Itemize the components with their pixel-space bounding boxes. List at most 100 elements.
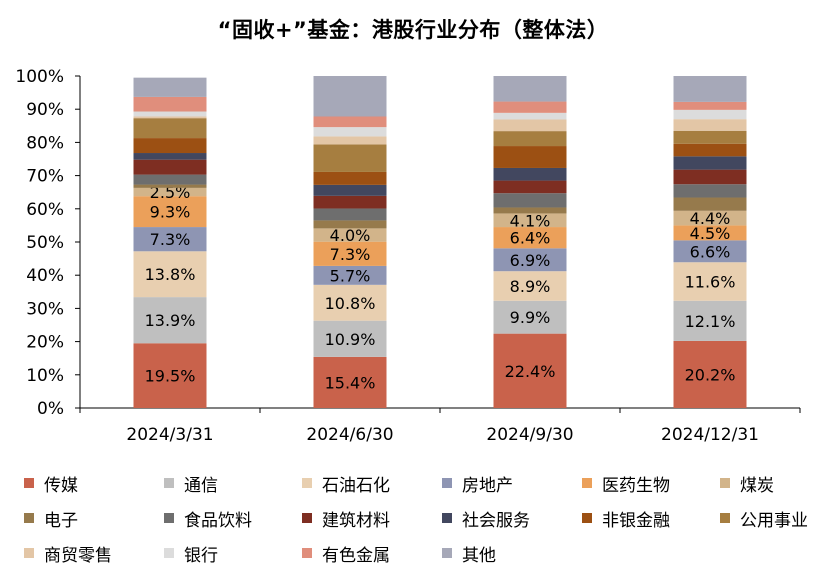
- x-tick-label: 2024/6/30: [306, 425, 393, 445]
- legend-label: 商贸零售: [44, 545, 112, 566]
- data-label: 10.9%: [325, 330, 376, 349]
- bar-segment: [313, 320, 387, 357]
- y-tick-label: 50%: [26, 233, 64, 253]
- data-label: 13.8%: [145, 265, 196, 284]
- legend-swatch: [442, 548, 452, 558]
- legend-label: 传媒: [44, 475, 78, 496]
- bar-segment: [313, 195, 387, 209]
- bar-segment: [673, 143, 747, 157]
- data-label: 12.1%: [685, 312, 736, 331]
- data-label: 4.1%: [510, 211, 551, 230]
- legend-label: 食品饮料: [184, 510, 252, 531]
- legend-swatch: [302, 513, 312, 523]
- bar-segment: [673, 225, 747, 241]
- bar-segment: [493, 271, 567, 301]
- data-label: 22.4%: [505, 362, 556, 381]
- bar-segment: [313, 228, 387, 242]
- y-tick-label: 20%: [26, 333, 64, 353]
- bar-segment: [133, 116, 207, 119]
- data-label: 15.4%: [325, 373, 376, 392]
- bar-segment: [313, 144, 387, 172]
- bar-segment: [673, 340, 747, 408]
- bar-segment: [673, 300, 747, 341]
- data-label: 4.0%: [330, 226, 371, 245]
- legend-swatch: [164, 513, 174, 523]
- data-label: 13.9%: [145, 311, 196, 330]
- legend-item: 建筑材料: [302, 505, 390, 531]
- legend-label: 公用事业: [740, 510, 808, 531]
- legend-item: 通信: [164, 470, 218, 496]
- legend-item: 石油石化: [302, 470, 390, 496]
- legend-item: 医药生物: [582, 470, 670, 496]
- bar-segment: [133, 227, 207, 252]
- y-tick-label: 40%: [26, 266, 64, 286]
- legend-item: 煤炭: [720, 470, 774, 496]
- data-label: 6.6%: [690, 242, 731, 261]
- bar-segment: [493, 76, 567, 102]
- bar-segment: [673, 119, 747, 131]
- bar-segment: [313, 265, 387, 285]
- bar-segment: [493, 119, 567, 132]
- bar-segment: [493, 180, 567, 194]
- legend-swatch: [720, 478, 730, 488]
- legend-swatch: [24, 478, 34, 488]
- bar-segment: [493, 101, 567, 113]
- legend-item: 公用事业: [720, 505, 808, 531]
- y-tick-label: 0%: [37, 399, 64, 419]
- bar-segment: [133, 159, 207, 175]
- data-label: 4.5%: [690, 224, 731, 243]
- data-label: 20.2%: [685, 365, 736, 384]
- bar-segment: [493, 167, 567, 181]
- legend-label: 建筑材料: [322, 510, 390, 531]
- legend-swatch: [442, 478, 452, 488]
- legend-item: 非银金融: [582, 505, 670, 531]
- bar-segment: [313, 184, 387, 196]
- bar-segment: [313, 241, 387, 266]
- legend-item: 有色金属: [302, 540, 390, 566]
- legend-swatch: [164, 548, 174, 558]
- bar-segment: [133, 297, 207, 344]
- x-tick-label: 2024/9/30: [486, 425, 573, 445]
- legend-item: 商贸零售: [24, 540, 112, 566]
- bar-segment: [673, 184, 747, 198]
- y-tick-label: 30%: [26, 299, 64, 319]
- bar-segment: [133, 343, 207, 408]
- legend-label: 电子: [44, 510, 78, 531]
- legend-swatch: [24, 548, 34, 558]
- bar-segment: [673, 197, 747, 211]
- y-tick-label: 10%: [26, 366, 64, 386]
- legend-item: 社会服务: [442, 505, 530, 531]
- bar-segment: [133, 187, 207, 197]
- legend-label: 其他: [462, 545, 496, 566]
- data-label: 7.3%: [330, 245, 371, 264]
- legend-swatch: [164, 478, 174, 488]
- legend-label: 非银金融: [602, 510, 670, 531]
- data-label: 6.9%: [510, 251, 551, 270]
- bar-segment: [313, 284, 387, 321]
- bar-segment: [313, 171, 387, 185]
- bar-segment: [493, 146, 567, 168]
- data-label: 11.6%: [685, 273, 736, 292]
- data-label: 7.3%: [150, 230, 191, 249]
- y-tick-label: 90%: [26, 100, 64, 120]
- legend-label: 石油石化: [322, 475, 390, 496]
- bar-segment: [133, 111, 207, 117]
- bar-segment: [673, 156, 747, 170]
- bar-segment: [313, 136, 387, 145]
- legend-label: 医药生物: [602, 475, 670, 496]
- bar-segment: [133, 174, 207, 185]
- bar-segment: [133, 251, 207, 298]
- bar-segment: [493, 193, 567, 208]
- legend-swatch: [582, 478, 592, 488]
- bar-segment: [673, 169, 747, 185]
- legend-swatch: [302, 548, 312, 558]
- legend-label: 银行: [184, 545, 218, 566]
- x-tick-label: 2024/12/31: [661, 425, 759, 445]
- bar-segment: [313, 356, 387, 408]
- y-tick-label: 60%: [26, 200, 64, 220]
- bar-segment: [313, 76, 387, 117]
- bar-segment: [313, 127, 387, 137]
- bar-segment: [673, 101, 747, 110]
- legend-swatch: [24, 513, 34, 523]
- bar-segment: [313, 208, 387, 221]
